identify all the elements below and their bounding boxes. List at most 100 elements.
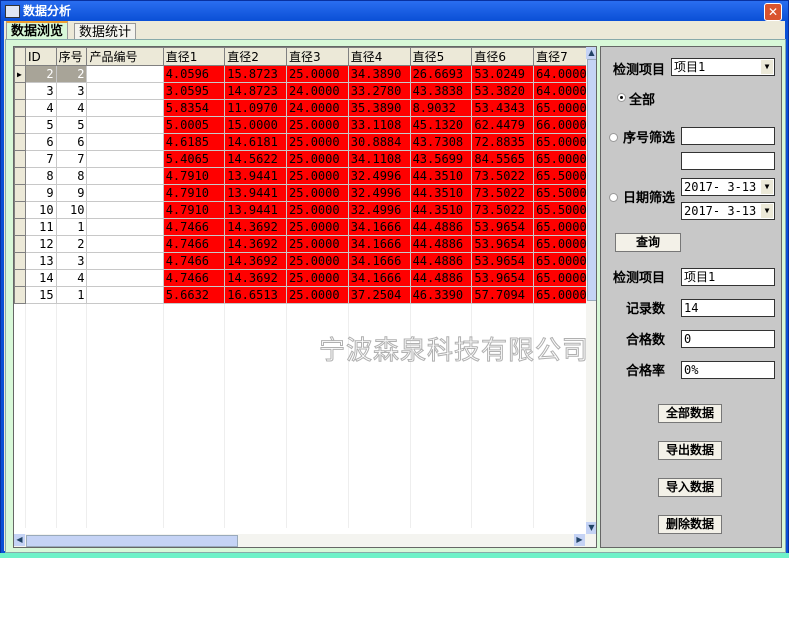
table-cell[interactable]: 12 — [24, 235, 57, 253]
row-indicator[interactable] — [14, 133, 26, 151]
table-cell[interactable]: 4.6185 — [162, 133, 226, 151]
table-cell[interactable]: 8 — [55, 167, 88, 185]
table-cell[interactable]: 53.9654 — [471, 218, 535, 236]
table-cell[interactable]: 65.0000 — [533, 286, 596, 304]
table-cell[interactable]: 5.6632 — [162, 286, 226, 304]
table-cell[interactable]: 34.3890 — [347, 65, 411, 83]
table-cell[interactable] — [86, 184, 164, 202]
table-cell[interactable]: 15.8723 — [224, 65, 288, 83]
table-cell[interactable]: 25.0000 — [286, 218, 349, 236]
table-cell[interactable]: 46.3390 — [409, 286, 473, 304]
table-cell[interactable]: 53.9654 — [471, 252, 535, 270]
radio-date-filter[interactable] — [609, 193, 618, 202]
table-row[interactable]: 7 7 5.4065 14.5622 25.0000 34.1108 43.5699 84.5… — [14, 150, 596, 168]
table-cell[interactable]: 4 — [55, 269, 88, 287]
table-cell[interactable]: 33.2780 — [347, 82, 411, 100]
table-cell[interactable]: 33.1108 — [347, 116, 411, 134]
table-cell[interactable]: 4 — [55, 99, 88, 117]
row-indicator[interactable] — [14, 167, 26, 185]
column-header[interactable]: ID — [24, 47, 57, 66]
table-cell[interactable]: 6 — [24, 133, 57, 151]
table-row[interactable]: 10 10 4.7910 13.9441 25.0000 32.4996 44.3510 73… — [14, 201, 596, 219]
table-cell[interactable]: 65.5000 — [533, 167, 596, 185]
item-select[interactable]: 项目1 ▼ — [671, 58, 775, 76]
table-cell[interactable]: 72.8835 — [471, 133, 535, 151]
seq-to-input[interactable] — [681, 152, 775, 170]
table-cell[interactable]: 57.7094 — [471, 286, 535, 304]
date-to-picker[interactable]: 2017- 3-13 ▼ — [681, 202, 775, 220]
table-cell[interactable]: 1 — [55, 218, 88, 236]
table-cell[interactable]: 44.4886 — [409, 235, 473, 253]
row-indicator[interactable] — [14, 82, 26, 100]
table-cell[interactable]: 73.5022 — [471, 167, 535, 185]
chevron-down-icon[interactable]: ▼ — [761, 204, 773, 218]
row-indicator[interactable] — [14, 99, 26, 117]
table-cell[interactable]: 25.0000 — [286, 65, 349, 83]
table-cell[interactable]: 11.0970 — [224, 99, 288, 117]
table-row[interactable]: 3 3 3.0595 14.8723 24.0000 33.2780 43.3838 53.3… — [14, 82, 596, 100]
table-cell[interactable] — [86, 269, 164, 287]
table-row[interactable]: 4 4 5.8354 11.0970 24.0000 35.3890 8.9032 53.43… — [14, 99, 596, 117]
table-cell[interactable]: 4.7466 — [162, 235, 226, 253]
query-button[interactable]: 查询 — [615, 233, 681, 252]
table-cell[interactable]: 25.0000 — [286, 201, 349, 219]
table-cell[interactable]: 43.5699 — [409, 150, 473, 168]
import-data-button[interactable]: 导入数据 — [658, 478, 722, 497]
table-cell[interactable] — [86, 167, 164, 185]
table-row[interactable]: 13 3 4.7466 14.3692 25.0000 34.1666 44.4886 53.… — [14, 252, 596, 270]
row-indicator[interactable] — [14, 286, 26, 304]
delete-data-button[interactable]: 删除数据 — [658, 515, 722, 534]
seq-from-input[interactable] — [681, 127, 775, 145]
table-cell[interactable]: 25.0000 — [286, 167, 349, 185]
table-cell[interactable]: 16.6513 — [224, 286, 288, 304]
scroll-left-icon[interactable]: ◀ — [14, 534, 25, 546]
row-indicator[interactable] — [14, 235, 26, 253]
table-cell[interactable]: 11 — [24, 218, 57, 236]
table-cell[interactable]: 10 — [24, 201, 57, 219]
table-cell[interactable]: 4.7910 — [162, 184, 226, 202]
table-cell[interactable]: 13.9441 — [224, 184, 288, 202]
table-cell[interactable] — [86, 286, 164, 304]
table-cell[interactable]: 14.5622 — [224, 150, 288, 168]
all-data-button[interactable]: 全部数据 — [658, 404, 722, 423]
table-cell[interactable]: 2 — [55, 235, 88, 253]
table-cell[interactable] — [86, 99, 164, 117]
row-indicator[interactable] — [14, 252, 26, 270]
table-cell[interactable]: 25.0000 — [286, 269, 349, 287]
scroll-up-icon[interactable]: ▲ — [586, 47, 596, 59]
table-cell[interactable]: 13.9441 — [224, 167, 288, 185]
scroll-right-icon[interactable]: ▶ — [574, 534, 585, 546]
table-cell[interactable]: 15.0000 — [224, 116, 288, 134]
table-cell[interactable]: 7 — [24, 150, 57, 168]
tab-data-stats[interactable]: 数据统计 — [74, 23, 137, 41]
table-cell[interactable] — [86, 201, 164, 219]
table-cell[interactable]: 32.4996 — [347, 167, 411, 185]
table-cell[interactable]: 37.2504 — [347, 286, 411, 304]
chevron-down-icon[interactable]: ▼ — [761, 180, 773, 194]
horizontal-scroll-thumb[interactable] — [26, 535, 238, 547]
table-row[interactable]: 15 1 5.6632 16.6513 25.0000 37.2504 46.3390 57.… — [14, 286, 596, 304]
date-from-picker[interactable]: 2017- 3-13 ▼ — [681, 178, 775, 196]
table-cell[interactable]: 30.8884 — [347, 133, 411, 151]
column-header[interactable]: 序号 — [55, 47, 88, 66]
table-row[interactable]: 12 2 4.7466 14.3692 25.0000 34.1666 44.4886 53.… — [14, 235, 596, 253]
table-cell[interactable]: 84.5565 — [471, 150, 535, 168]
table-cell[interactable]: 8.9032 — [409, 99, 473, 117]
row-indicator[interactable] — [14, 150, 26, 168]
table-row[interactable]: ▶ 2 2 4.0596 15.8723 25.0000 34.3890 26.6693 53.… — [14, 65, 596, 83]
column-header[interactable]: 直径2 — [224, 47, 288, 66]
table-cell[interactable]: 6 — [55, 133, 88, 151]
table-cell[interactable]: 32.4996 — [347, 184, 411, 202]
table-cell[interactable]: 9 — [24, 184, 57, 202]
table-cell[interactable]: 4.7910 — [162, 167, 226, 185]
table-cell[interactable]: 24.0000 — [286, 82, 349, 100]
column-header[interactable]: 产品编号 — [86, 47, 164, 66]
table-cell[interactable]: 53.9654 — [471, 235, 535, 253]
table-cell[interactable]: 44.3510 — [409, 201, 473, 219]
table-cell[interactable]: 34.1666 — [347, 218, 411, 236]
table-cell[interactable]: 14.3692 — [224, 218, 288, 236]
tab-data-browse[interactable]: 数据浏览 — [6, 21, 69, 42]
row-indicator[interactable] — [14, 218, 26, 236]
table-cell[interactable]: 62.4479 — [471, 116, 535, 134]
table-cell[interactable]: 5.0005 — [162, 116, 226, 134]
